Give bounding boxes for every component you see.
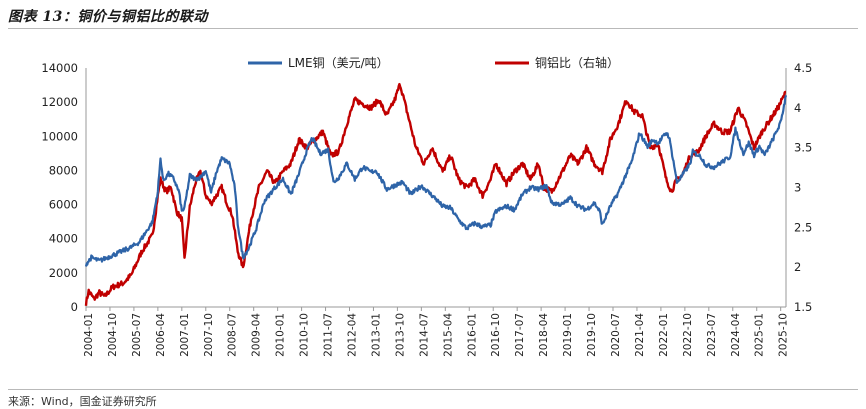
x-tick-label: 2008-07 (227, 313, 239, 357)
source-divider (8, 389, 858, 390)
x-tick-label: 2017-07 (514, 313, 526, 357)
left-tick-label: 14000 (41, 61, 78, 75)
left-tick-label: 6000 (49, 198, 78, 212)
x-tick-label: 2009-04 (251, 313, 263, 357)
right-tick-label: 3.5 (794, 141, 812, 155)
right-tick-label: 3 (794, 181, 801, 195)
left-tick-label: 12000 (41, 95, 78, 109)
right-axis: 1.5 2 2.5 3 3.5 4 4.5 (794, 61, 812, 314)
x-tick-label: 2020-07 (610, 313, 622, 357)
x-tick-label: 2019-01 (562, 313, 574, 357)
x-tick-label: 2018-04 (538, 313, 550, 357)
x-tick-label: 2023-07 (706, 313, 718, 357)
x-tick-label: 2021-04 (634, 313, 646, 357)
series-lines (84, 82, 788, 306)
series-line-lme-copper (84, 95, 788, 267)
figure-title: 图表 13：铜价与铜铝比的联动 (8, 9, 208, 25)
legend-label: LME铜（美元/吨） (288, 55, 389, 70)
x-tick-label: 2025-01 (754, 313, 766, 357)
right-tick-label: 4 (794, 101, 801, 115)
x-tick-label: 2012-04 (346, 313, 358, 357)
title-divider (8, 28, 858, 29)
x-tick-label: 2016-01 (466, 313, 478, 357)
x-tick-label: 2013-01 (370, 313, 382, 357)
x-tick-label: 2004-10 (107, 313, 119, 357)
x-tick-label: 2013-10 (394, 313, 406, 357)
x-tick-label: 2025-10 (778, 313, 790, 357)
x-tick-label: 2011-07 (323, 313, 335, 357)
left-tick-label: 10000 (41, 129, 78, 143)
left-tick-label: 8000 (49, 163, 78, 177)
left-tick-label: 2000 (49, 266, 78, 280)
x-tick-label: 2010-10 (299, 313, 311, 357)
x-tick-label: 2005-07 (131, 313, 143, 357)
x-tick-label: 2006-04 (155, 313, 167, 357)
legend-label: 铜铝比（右轴） (535, 55, 619, 70)
x-tick-label: 2024-04 (730, 313, 742, 357)
x-tick-label: 2022-01 (658, 313, 670, 357)
plot-frame (85, 68, 787, 308)
source-note: 来源：Wind，国金证券研究所 (8, 395, 157, 408)
x-tick-label: 2007-10 (203, 313, 215, 357)
x-tick-label: 2016-10 (490, 313, 502, 357)
left-axis: 0 2000 4000 6000 8000 10000 12000 14000 (41, 61, 78, 314)
right-tick-label: 4.5 (794, 61, 812, 75)
x-tick-label: 2015-04 (442, 313, 454, 357)
x-axis: 2004-01 2004-10 2005-07 2006-04 2007-01 2007-… (83, 307, 790, 357)
legend: LME铜（美元/吨） 铜铝比（右轴） (248, 55, 619, 70)
right-tick-label: 2.5 (794, 220, 812, 234)
x-tick-label: 2019-10 (586, 313, 598, 357)
x-tick-label: 2014-07 (418, 313, 430, 357)
x-tick-label: 2010-01 (275, 313, 287, 357)
left-tick-label: 4000 (49, 232, 78, 246)
right-tick-label: 2 (794, 260, 801, 274)
left-tick-label: 0 (71, 300, 78, 314)
x-tick-label: 2022-10 (682, 313, 694, 357)
right-tick-label: 1.5 (794, 300, 812, 314)
x-tick-label: 2004-01 (83, 313, 95, 357)
x-tick-label: 2007-01 (179, 313, 191, 357)
series-line-copper-aluminum-ratio (84, 82, 787, 306)
